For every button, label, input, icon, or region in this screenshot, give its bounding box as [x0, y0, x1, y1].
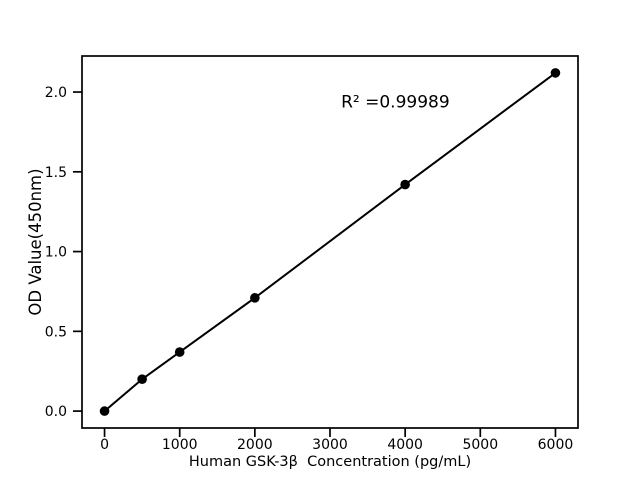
x-tick-label: 6000 [538, 437, 574, 453]
trend-line [103, 72, 557, 412]
y-tick-label: 0.0 [45, 404, 67, 420]
x-tick-label: 0 [100, 437, 109, 453]
data-point [550, 68, 561, 78]
x-axis: 0 1000 2000 3000 4000 5000 6000 [100, 428, 573, 453]
y-tick-label: 1.5 [45, 165, 67, 181]
x-tick-label: 1000 [162, 437, 198, 453]
x-tick-label: 2000 [237, 437, 273, 453]
data-point [250, 293, 260, 303]
y-tick-label: 0.5 [45, 324, 67, 340]
r-squared-annotation: R² =0.99989 [341, 93, 450, 113]
data-point [137, 374, 147, 384]
y-tick-label: 2.0 [45, 85, 67, 101]
data-point [400, 179, 410, 190]
data-point [174, 347, 185, 357]
x-tick-label: 3000 [312, 437, 348, 453]
series-line [103, 72, 557, 412]
x-tick-label: 4000 [387, 437, 423, 453]
data-point [99, 406, 110, 416]
y-axis: 0.0 0.5 1.0 1.5 2.0 [45, 85, 82, 420]
y-axis-label: OD Value(450nm) [26, 168, 45, 315]
x-axis-label: Human GSK-3β Concentration (pg/mL) [189, 454, 471, 470]
series-points [99, 68, 561, 416]
x-tick-label: 5000 [462, 437, 498, 453]
y-tick-label: 1.0 [45, 245, 67, 261]
